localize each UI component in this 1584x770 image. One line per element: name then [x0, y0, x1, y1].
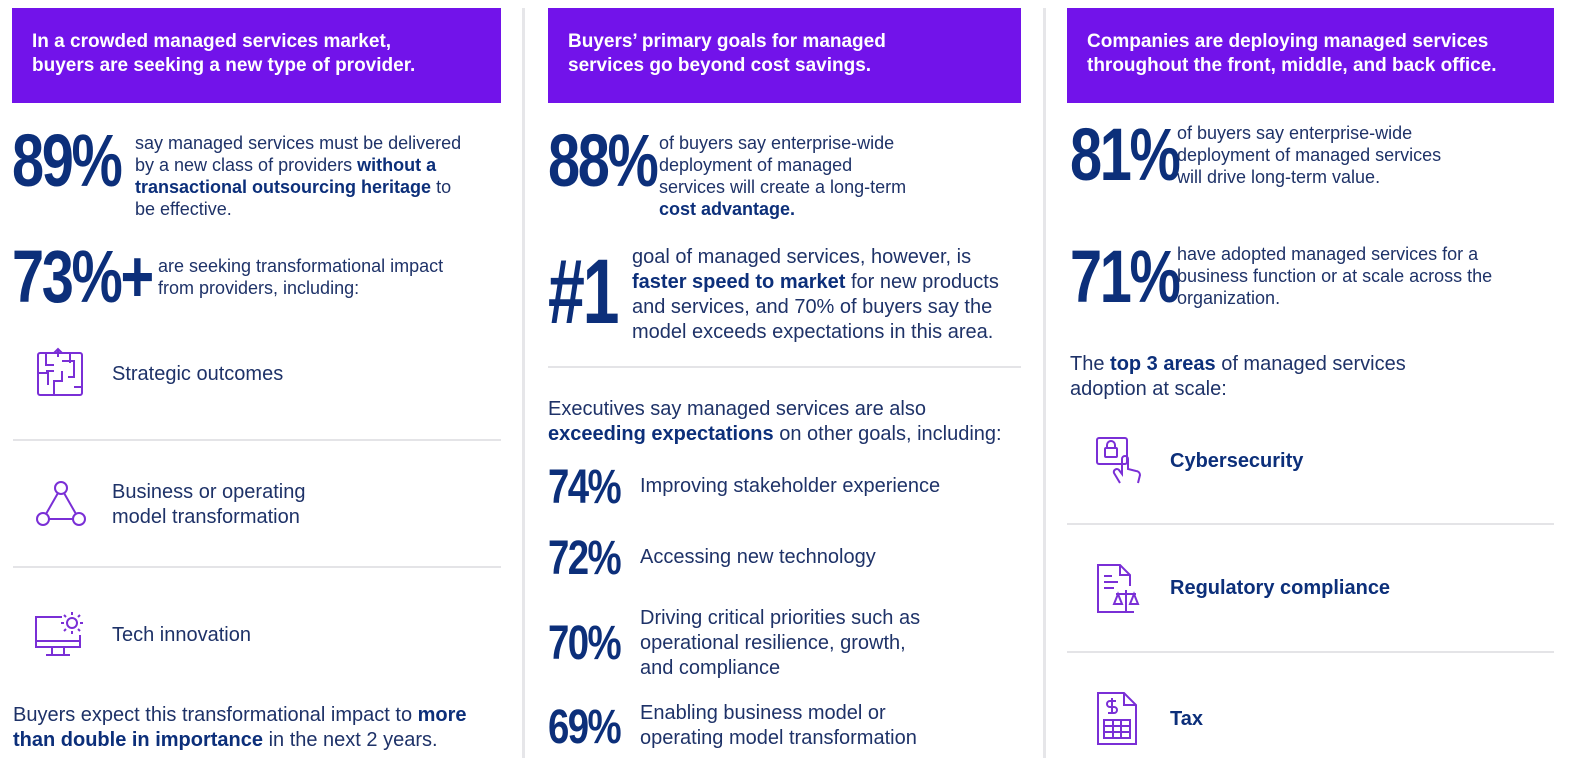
col1-stat1-text: say managed services must be delivered b…: [135, 133, 462, 219]
col3-banner: Companies are deploying managed services…: [1067, 8, 1554, 103]
col1-banner-line1: In a crowded managed services market,: [32, 31, 392, 52]
triangle-nodes-icon: [36, 481, 86, 526]
col2-banner-line1: Buyers’ primary goals for managed: [568, 31, 886, 52]
col1-stat2-value: 73%+: [12, 235, 154, 318]
col1-separator: [13, 566, 501, 568]
col1-stat2-text: are seeking transformational impact from…: [158, 256, 444, 298]
col2-stat1-value: 88%: [548, 119, 659, 202]
col1-item-label: Strategic outcomes: [112, 363, 284, 385]
column-divider: [522, 8, 525, 758]
col3-intro-text: The top 3 areas of managed services adop…: [1070, 353, 1406, 400]
col2-goal-label: Enabling business model or operating mod…: [640, 702, 917, 749]
col3-area-label: Tax: [1170, 708, 1203, 730]
col2-goal-label: Driving critical priorities such as oper…: [640, 607, 921, 679]
col1-separator: [13, 439, 501, 441]
col3-separator: [1067, 651, 1554, 653]
col3-stat2-value: 71%: [1070, 235, 1181, 318]
col3-banner-line1: Companies are deploying managed services: [1087, 31, 1489, 52]
col3-separator: [1067, 523, 1554, 525]
col2-goal-value: 70%: [548, 617, 622, 670]
col2-goal-label: Accessing new technology: [640, 546, 876, 568]
col3-banner-line2: throughout the front, middle, and back o…: [1087, 55, 1497, 76]
maze-icon: [37, 347, 83, 396]
col1-item-label: Business or operating model transformati…: [112, 481, 306, 528]
lock-touch-icon: [1096, 437, 1142, 484]
col2-goal-value: 74%: [548, 461, 622, 514]
col3-stat2-text: have adopted managed services for a busi…: [1177, 244, 1493, 308]
col2-separator: [548, 366, 1021, 368]
col2-stat2-value: #1: [548, 241, 620, 343]
col2-goal-value: 69%: [548, 701, 622, 754]
col1-footer-text: Buyers expect this transformational impa…: [13, 704, 467, 751]
col2-stat1-text: of buyers say enterprise-wide deployment…: [659, 133, 907, 219]
dollar-document-icon: [1097, 692, 1137, 745]
col3-area-label: Cybersecurity: [1170, 450, 1304, 472]
col2-intro-text: Executives say managed services are also…: [548, 398, 1002, 445]
col3-area-label: Regulatory compliance: [1170, 577, 1391, 599]
col1-banner: In a crowded managed services market, bu…: [12, 8, 501, 103]
col2-goal-value: 72%: [548, 532, 622, 585]
col2-banner-line2: services go beyond cost savings.: [568, 55, 872, 76]
col1-stat1-value: 89%: [12, 119, 123, 202]
col2-stat2-text: goal of managed services, however, is fa…: [632, 246, 999, 343]
document-scales-icon: [1097, 564, 1140, 613]
monitor-gear-icon: [35, 612, 83, 656]
column-divider: [1043, 8, 1046, 758]
col3-stat1-text: of buyers say enterprise-wide deployment…: [1177, 123, 1442, 187]
col1-banner-line2: buyers are seeking a new type of provide…: [32, 55, 416, 76]
col2-banner: Buyers’ primary goals for managed servic…: [548, 8, 1021, 103]
col3-stat1-value: 81%: [1070, 113, 1181, 196]
col2-goal-label: Improving stakeholder experience: [640, 475, 941, 497]
col1-item-label: Tech innovation: [112, 624, 251, 646]
